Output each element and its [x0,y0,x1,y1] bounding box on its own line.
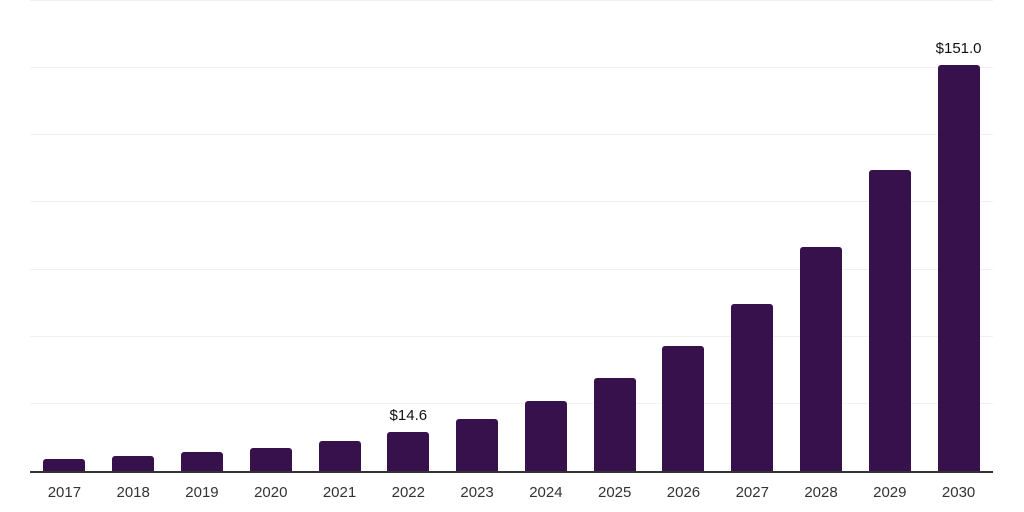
bar-2025 [593,378,636,471]
x-tick-label-2021: 2021 [322,484,357,501]
gridline [30,0,993,1]
bar-2028 [800,247,843,471]
plot-area: $14.6 $151.0 [30,0,993,473]
bar-2030 [937,65,980,471]
x-tick-label-2027: 2027 [735,484,769,501]
bar-value-label-2022: $14.6 [389,406,428,424]
bar-value-label-2030: $151.0 [935,40,982,58]
gridline [30,67,993,69]
x-tick-label-2025: 2025 [597,484,632,501]
x-tick-label-2029: 2029 [873,484,907,501]
x-tick-label-2017: 2017 [47,484,82,501]
bar-2023 [456,418,499,471]
gridline [30,268,993,270]
gridline [30,134,993,136]
gridline [30,335,993,337]
x-tick-label-2022: 2022 [391,484,425,501]
x-tick-label-2026: 2026 [666,484,701,501]
x-tick-label-2018: 2018 [116,484,150,501]
bar-2027 [731,303,774,471]
bar-2021 [318,441,361,471]
x-tick-label-2019: 2019 [185,484,219,501]
x-tick-label-2028: 2028 [804,484,838,501]
gridline [30,201,993,203]
x-tick-label-2023: 2023 [460,484,494,501]
bar-2026 [662,346,705,471]
bar-2022 [387,431,430,471]
bar-2019 [180,452,223,471]
x-tick-label-2030: 2030 [941,484,976,501]
gridline [30,402,993,404]
bar-2024 [524,401,567,471]
x-axis-labels: 2017 2018 2019 2020 2021 2022 2023 2024 2025 2026… [30,484,993,504]
x-tick-label-2020: 2020 [254,484,288,501]
bar-2020 [249,447,292,471]
bar-2017 [43,459,86,471]
x-tick-label-2024: 2024 [529,484,563,501]
bar-2029 [868,169,911,471]
bar-2018 [112,456,155,471]
